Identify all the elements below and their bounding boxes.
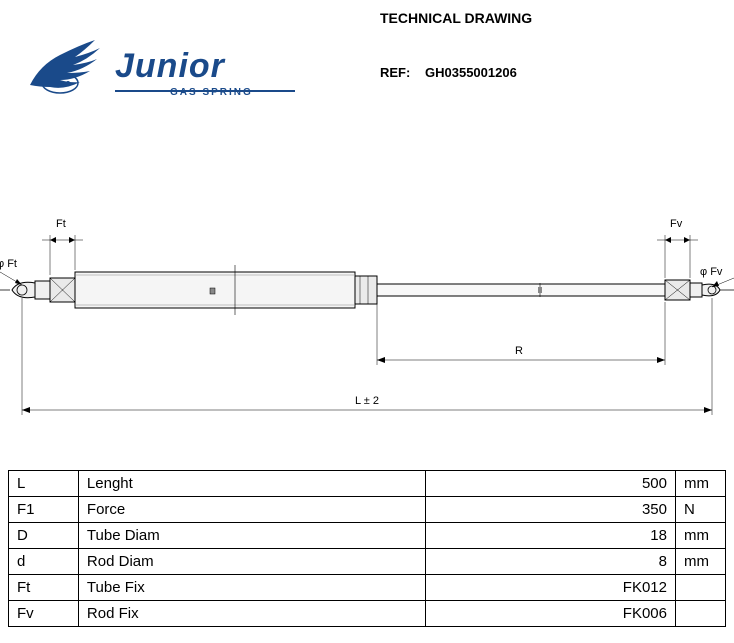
table-row: d Rod Diam 8 mm: [9, 549, 726, 575]
sym-cell: Ft: [9, 575, 79, 601]
desc-cell: Rod Diam: [78, 549, 425, 575]
unit-cell: mm: [675, 549, 725, 575]
val-cell: FK012: [426, 575, 676, 601]
table-row: L Lenght 500 mm: [9, 471, 726, 497]
val-cell: 8: [426, 549, 676, 575]
table-row: D Tube Diam 18 mm: [9, 523, 726, 549]
desc-cell: Force: [78, 497, 425, 523]
unit-cell: [675, 575, 725, 601]
brand-name: Junior: [115, 47, 225, 86]
brand-logo: Junior GAS SPRING: [25, 35, 305, 115]
sym-cell: d: [9, 549, 79, 575]
table-row: F1 Force 350 N: [9, 497, 726, 523]
dim-label-ft: Ft: [56, 218, 66, 230]
table-row: Ft Tube Fix FK012: [9, 575, 726, 601]
dim-label-phi-fv: φ Fv: [700, 266, 722, 278]
ref-label: REF:: [380, 65, 410, 80]
val-cell: 350: [426, 497, 676, 523]
page-title: TECHNICAL DRAWING: [380, 10, 532, 26]
spec-table: L Lenght 500 mm F1 Force 350 N D Tube Di…: [8, 470, 726, 627]
val-cell: 18: [426, 523, 676, 549]
sym-cell: L: [9, 471, 79, 497]
sym-cell: Fv: [9, 601, 79, 627]
sym-cell: F1: [9, 497, 79, 523]
dim-label-phi-ft: φ Ft: [0, 258, 17, 270]
val-cell: FK006: [426, 601, 676, 627]
ref-value: GH0355001206: [425, 65, 517, 80]
brand-subtitle: GAS SPRING: [170, 87, 253, 98]
dim-label-r: R: [515, 345, 523, 357]
table-row: Fv Rod Fix FK006: [9, 601, 726, 627]
unit-cell: mm: [675, 523, 725, 549]
dim-label-fv: Fv: [670, 218, 682, 230]
dim-label-l: L ± 2: [355, 395, 379, 407]
unit-cell: [675, 601, 725, 627]
technical-drawing: Ft φ Ft Fv φ Fv R L ± 2: [0, 190, 734, 440]
unit-cell: N: [675, 497, 725, 523]
desc-cell: Lenght: [78, 471, 425, 497]
sym-cell: D: [9, 523, 79, 549]
desc-cell: Tube Fix: [78, 575, 425, 601]
desc-cell: Tube Diam: [78, 523, 425, 549]
desc-cell: Rod Fix: [78, 601, 425, 627]
wing-icon: [25, 35, 110, 110]
unit-cell: mm: [675, 471, 725, 497]
val-cell: 500: [426, 471, 676, 497]
